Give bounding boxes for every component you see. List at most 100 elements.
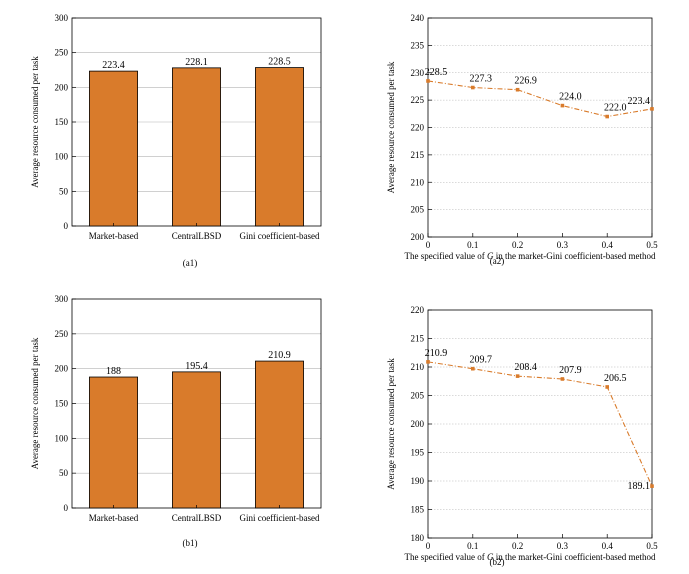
b2-xtick-label-2: 0.2 [512, 541, 523, 551]
a2-data-label-5: 223.4 [628, 96, 651, 107]
a2-point-0 [426, 79, 430, 83]
b2-data-label-3: 207.9 [559, 365, 582, 376]
b2-ytick-label-1: 185 [411, 505, 425, 515]
a2-point-4 [605, 114, 609, 119]
a2-ytick-label-2: 210 [411, 177, 425, 187]
a2-ylabel: Average resource consumed per task [386, 61, 396, 193]
b2-ylabel: Average resource consumed per task [386, 358, 396, 490]
a2-xtick-label-2: 0.2 [512, 240, 523, 250]
b2-point-3 [560, 377, 565, 381]
a1-caption: (a1) [183, 258, 198, 268]
a1-xtick-label-0: Market-based [89, 231, 139, 241]
a2-ytick-label-7: 235 [411, 40, 425, 50]
a2-ytick-label-3: 215 [411, 150, 425, 160]
a2-data-label-0: 228.5 [425, 67, 448, 78]
b1-ytick-label-6: 300 [55, 294, 69, 304]
a1-ytick-label-2: 100 [55, 152, 69, 162]
b2-xtick-label-5: 0.5 [646, 541, 658, 551]
a2-ytick-label-0: 200 [411, 232, 425, 242]
b1-caption: (b1) [183, 538, 198, 548]
a1-ytick-label-6: 300 [55, 13, 69, 23]
b1-bar-1 [172, 371, 221, 509]
a1-bar-1 [172, 67, 221, 227]
a1-ytick-label-5: 250 [55, 48, 69, 58]
a2-data-label-3: 224.0 [559, 92, 582, 103]
b1-ytick-label-1: 50 [59, 468, 69, 478]
chart-b2: 180 185 190 195 200 205 210 215 220 Average resou… [386, 305, 658, 567]
chart-a2: 200 205 210 215 220 225 230 235 240 Average resou… [386, 13, 658, 266]
b2-xtick-label-4: 0.4 [602, 541, 614, 551]
a2-data-label-1: 227.3 [470, 74, 493, 85]
a2-point-1 [471, 85, 475, 90]
b2-data-label-5: 189.1 [628, 481, 651, 492]
b1-ytick-label-2: 100 [55, 433, 69, 443]
a1-bar-0 [89, 70, 138, 227]
b1-xtick-label-2: Gini coefficient-based [239, 513, 320, 523]
b1-ytick-label-3: 150 [55, 399, 69, 409]
b1-bar-0 [89, 376, 138, 509]
b2-point-4 [605, 385, 609, 389]
b2-data-label-2: 208.4 [514, 362, 537, 373]
b1-data-label-2: 210.9 [268, 350, 291, 361]
b2-ytick-label-6: 210 [411, 362, 425, 372]
b2-data-label-4: 206.5 [604, 373, 627, 384]
a2-data-label-4: 222.0 [604, 103, 627, 114]
b2-plot-frame [427, 309, 653, 539]
a1-ylabel: Average resource consumed per task [30, 56, 40, 188]
b2-ytick-label-4: 200 [411, 419, 425, 429]
a1-data-label-1: 228.1 [185, 57, 208, 68]
a2-xtick-label-1: 0.1 [467, 240, 478, 250]
a1-bar-2 [255, 67, 304, 227]
b2-xlabel: The specified value of G in the market-G… [405, 552, 656, 562]
chart-a1: 0 50 100 150 200 250 300 Average resource consu… [30, 13, 322, 268]
b2-point-1 [471, 366, 475, 371]
b2-point-0 [426, 360, 430, 364]
b1-ylabel: Average resource consumed per task [30, 337, 40, 469]
a2-point-2 [515, 87, 520, 92]
a2-xlabel: The specified value of G in the market-G… [405, 251, 656, 261]
b2-xtick-label-3: 0.3 [557, 541, 569, 551]
a1-data-label-2: 228.5 [268, 57, 291, 68]
a1-ytick-label-4: 200 [55, 82, 69, 92]
b2-ytick-label-0: 180 [411, 533, 425, 543]
b1-xtick-label-0: Market-based [89, 513, 139, 523]
a2-xtick-label-4: 0.4 [602, 240, 614, 250]
b2-point-5 [650, 484, 654, 488]
a2-xtick-label-3: 0.3 [557, 240, 569, 250]
b2-caption: (b2) [490, 557, 505, 567]
a2-ytick-label-6: 230 [411, 68, 425, 78]
a1-xtick-label-1: CentralLBSD [172, 231, 222, 241]
b2-ytick-label-2: 190 [411, 476, 425, 486]
b2-xtick-label-1: 0.1 [467, 541, 478, 551]
b2-data-label-1: 209.7 [470, 355, 493, 366]
b2-ytick-label-5: 205 [411, 391, 425, 401]
a2-plot-frame [427, 17, 653, 238]
a2-xtick-label-5: 0.5 [646, 240, 658, 250]
a2-point-3 [560, 103, 565, 108]
a1-ytick-label-1: 50 [59, 186, 69, 196]
a2-ytick-label-5: 225 [411, 95, 425, 105]
a2-caption: (a2) [490, 256, 505, 266]
a2-ytick-label-8: 240 [411, 13, 425, 23]
b1-ytick-label-4: 200 [55, 364, 69, 374]
a1-ytick-label-0: 0 [64, 221, 69, 231]
a2-ytick-label-1: 205 [411, 205, 425, 215]
a1-ytick-label-3: 150 [55, 117, 69, 127]
b1-data-label-1: 195.4 [185, 361, 208, 372]
a1-xtick-label-2: Gini coefficient-based [239, 231, 320, 241]
b2-data-label-0: 210.9 [425, 348, 448, 359]
b1-bar-2 [255, 360, 304, 509]
b1-xtick-label-1: CentralLBSD [172, 513, 222, 523]
a2-xtick-label-0: 0 [426, 240, 431, 250]
b2-ytick-label-3: 195 [411, 448, 425, 458]
a2-ytick-label-4: 220 [411, 123, 425, 133]
b2-point-2 [515, 374, 520, 378]
a2-data-label-2: 226.9 [514, 76, 537, 87]
b2-series-line [427, 361, 653, 487]
chart-b1: 0 50 100 150 200 250 300 Average resource consu… [30, 294, 322, 548]
b2-xtick-label-0: 0 [426, 541, 431, 551]
b1-ytick-label-5: 250 [55, 329, 69, 339]
b2-ytick-label-7: 215 [411, 334, 425, 344]
a2-series-line [427, 80, 653, 118]
